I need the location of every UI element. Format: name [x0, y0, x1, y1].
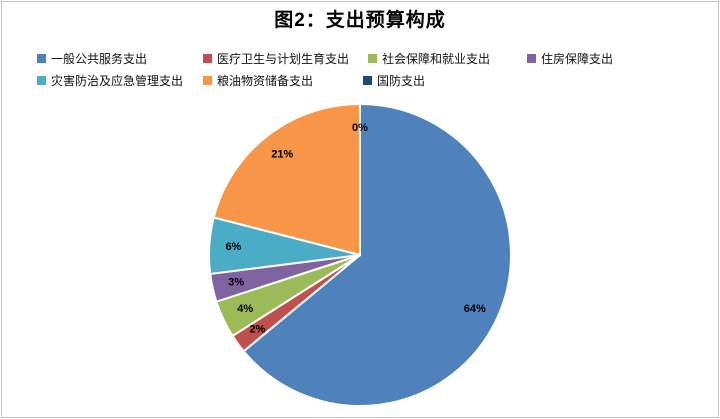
- legend-label: 社会保障和就业支出: [382, 52, 491, 66]
- legend-item: 医疗卫生与计划生育支出: [203, 51, 349, 66]
- pie-plot-area: 64% 2% 4% 3% 6% 21% 0%: [207, 102, 512, 407]
- legend-swatch-icon: [37, 76, 46, 85]
- legend-item: 社会保障和就业支出: [368, 51, 490, 66]
- legend-item: 灾害防治及应急管理支出: [37, 73, 183, 88]
- legend-swatch-icon: [37, 54, 46, 63]
- pie-percent-label: 64%: [464, 303, 486, 315]
- pie-percent-label: 3%: [228, 277, 244, 289]
- legend-swatch-icon: [203, 76, 212, 85]
- legend-item: 国防支出: [363, 73, 425, 88]
- legend-label: 住房保障支出: [541, 52, 614, 66]
- pie-percent-label: 2%: [249, 324, 265, 336]
- pie-slice: [242, 102, 512, 407]
- pie-percent-label: 4%: [237, 303, 253, 315]
- chart-title: 图2：支出预算构成: [274, 10, 446, 31]
- legend-label: 一般公共服务支出: [51, 52, 148, 66]
- legend-label: 粮油物资储备支出: [217, 74, 314, 88]
- pie-percent-label: 0%: [352, 122, 368, 134]
- pie-slice: [212, 102, 361, 257]
- pie-percent-label: 6%: [225, 241, 241, 253]
- legend-swatch-icon: [368, 54, 377, 63]
- legend-label: 国防支出: [377, 74, 426, 88]
- pie-chart: 64% 2% 4% 3% 6% 21% 0%: [204, 99, 516, 411]
- legend-item: 粮油物资储备支出: [203, 73, 313, 88]
- legend-item: 一般公共服务支出: [37, 51, 147, 66]
- chart-legend: 一般公共服务支出 医疗卫生与计划生育支出 社会保障和就业支出 住房保障支出 灾害…: [0, 0, 720, 100]
- legend-item: 住房保障支出: [527, 51, 613, 66]
- legend-swatch-icon: [203, 54, 212, 63]
- legend-swatch-icon: [527, 54, 536, 63]
- legend-swatch-icon: [363, 76, 372, 85]
- legend-label: 医疗卫生与计划生育支出: [217, 52, 350, 66]
- legend-label: 灾害防治及应急管理支出: [51, 74, 184, 88]
- pie-percent-label: 21%: [271, 149, 293, 161]
